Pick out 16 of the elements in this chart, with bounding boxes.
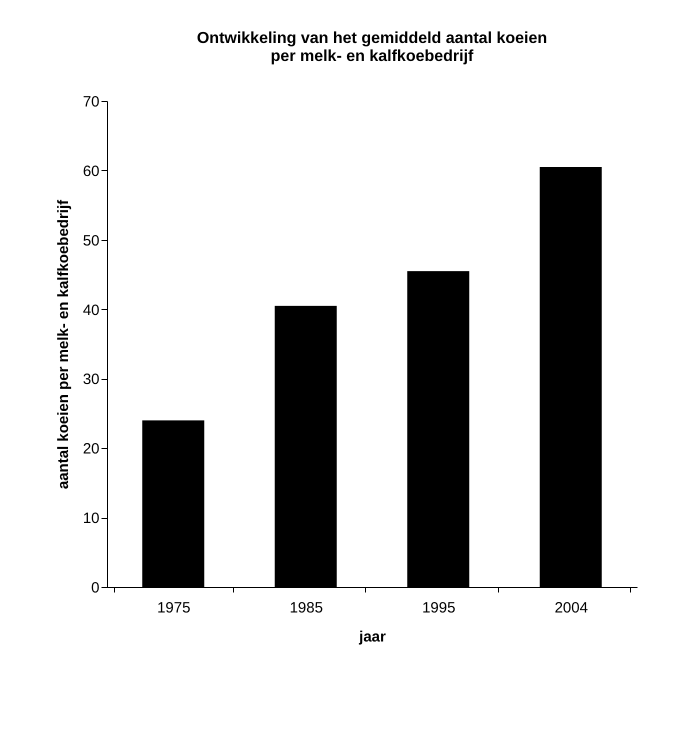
text: per melk- en kalfkoebedrijf [270, 48, 474, 65]
x-tick-label: 2004 [554, 600, 588, 616]
text: Ontwikkeling van het gemiddeld aantal koeien [196, 30, 548, 47]
y-tick-label: 40 [82, 302, 100, 319]
y-tick-label: 70 [82, 94, 100, 110]
y-tick-label: 0 [91, 580, 100, 596]
x-tick-label: 1995 [422, 600, 456, 616]
y-axis-title: aantal koeien per melk- en kalfkoebedrijf [54, 198, 72, 490]
y-tick-label: 60 [82, 162, 100, 180]
x-tick-label: 1985 [290, 600, 323, 616]
x-tick-label: 1975 [157, 600, 190, 616]
y-tick-label: 30 [82, 371, 100, 388]
y-tick-label: 20 [82, 440, 100, 458]
x-axis-title: jaar [358, 628, 386, 646]
y-tick-label: 50 [82, 232, 100, 250]
y-tick-label: 10 [82, 510, 100, 528]
